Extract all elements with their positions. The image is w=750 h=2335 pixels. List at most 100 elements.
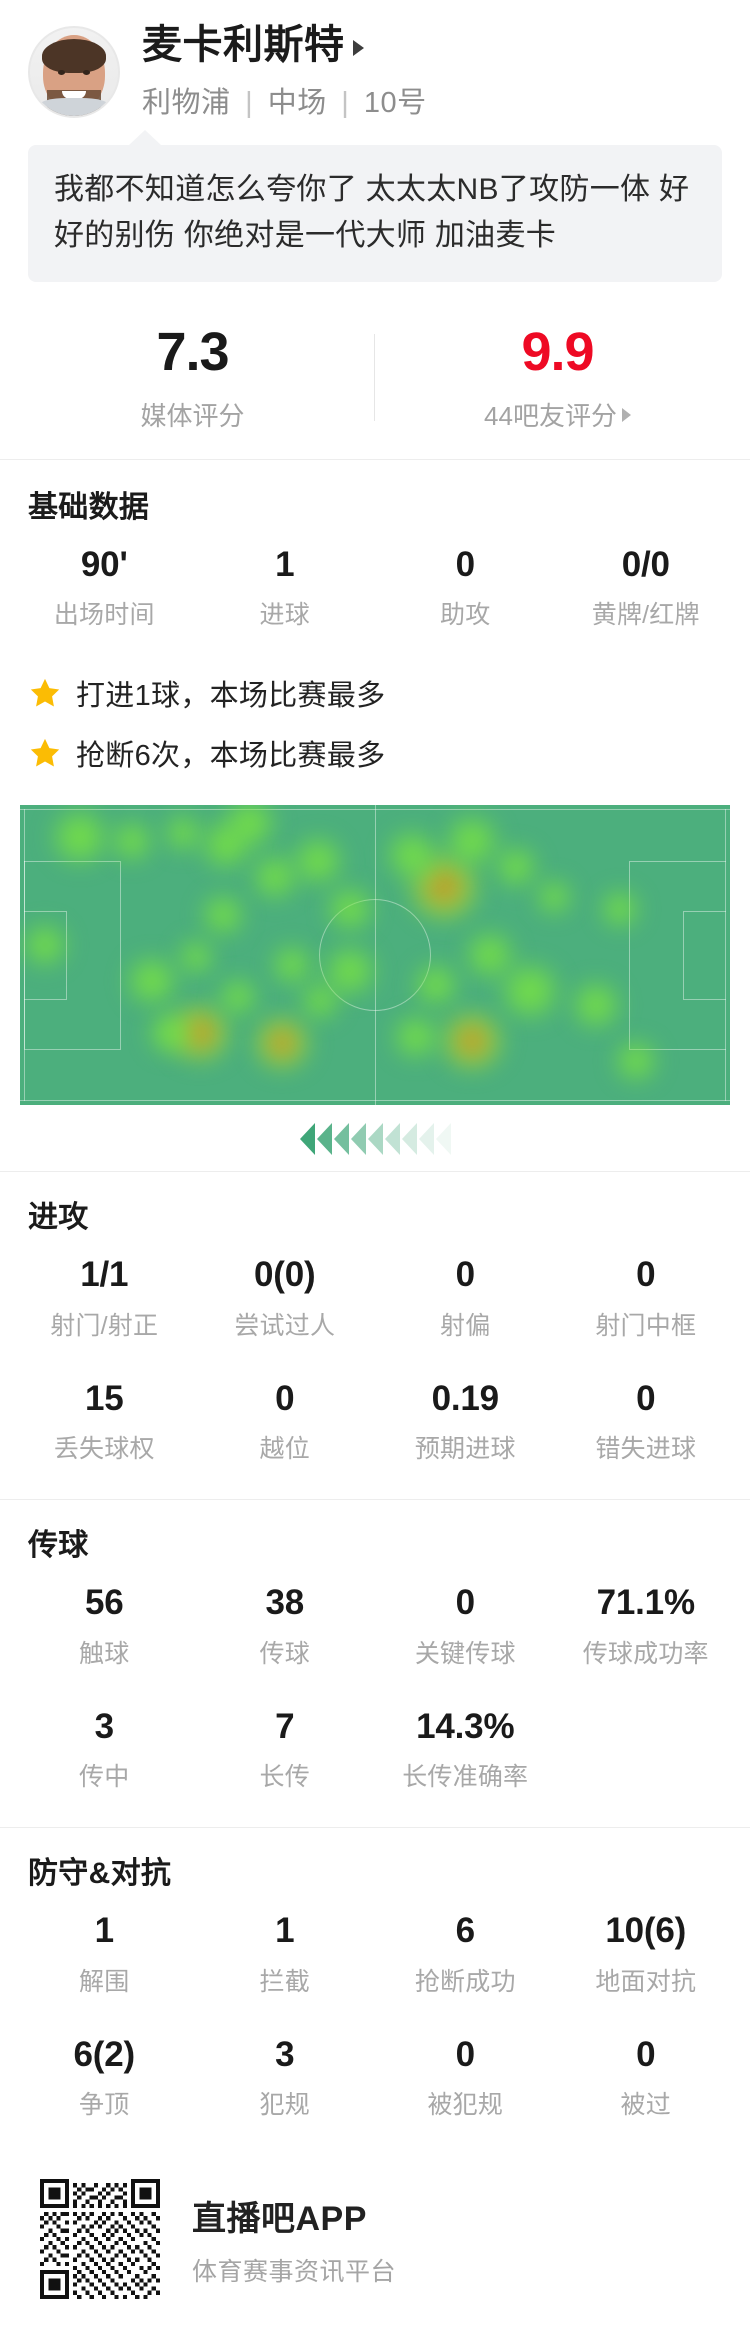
fan-rating-label: 44吧友评分 xyxy=(484,400,617,431)
pitch-heatmap[interactable] xyxy=(20,805,730,1106)
stat-name: 越位 xyxy=(259,1435,310,1464)
stat-cell: 0 被过 xyxy=(556,2016,737,2140)
touchline-bottom xyxy=(20,1100,730,1102)
stat-name: 长传准确率 xyxy=(402,1763,529,1792)
stat-cell: 6 抢断成功 xyxy=(375,1892,556,2016)
stat-value: 1 xyxy=(275,1911,295,1951)
goalline-right xyxy=(725,809,726,1102)
chevrons-left-icon xyxy=(435,1123,451,1156)
list-item: 抢断6次，本场比赛最多 xyxy=(28,723,722,783)
chevrons-left-icon xyxy=(401,1123,417,1156)
penalty-box-right-end xyxy=(629,861,630,1051)
stat-name: 被过 xyxy=(620,2091,671,2120)
avatar-eye-right xyxy=(83,69,90,75)
stat-cell: 0/0 黄牌/红牌 xyxy=(556,526,737,650)
media-rating: 7.3 媒体评分 xyxy=(10,318,375,442)
stat-name: 传球成功率 xyxy=(582,1639,709,1668)
stat-value: 15 xyxy=(84,1378,124,1418)
fan-rating-label-wrap[interactable]: 44吧友评分 xyxy=(484,396,631,433)
player-name-row[interactable]: 麦卡利斯特 xyxy=(142,22,427,69)
stat-cell: 71.1% 传球成功率 xyxy=(556,1564,737,1688)
stat-value: 0 xyxy=(455,544,475,584)
stat-value: 3 xyxy=(275,2034,295,2074)
chevrons-left-icon xyxy=(367,1123,383,1156)
stat-name: 预期进球 xyxy=(414,1435,516,1464)
stat-cell: 56 触球 xyxy=(14,1564,195,1688)
stat-name: 错失进球 xyxy=(595,1435,697,1464)
section-title-passing: 传球 xyxy=(28,1529,89,1563)
player-team: 利物浦 xyxy=(142,87,231,120)
list-item: 打进1球，本场比赛最多 xyxy=(28,663,722,723)
centre-circle xyxy=(319,899,431,1012)
qr-code-icon[interactable] xyxy=(40,2179,160,2300)
stat-cell: 90' 出场时间 xyxy=(14,526,195,650)
stat-cell: 0 越位 xyxy=(195,1360,376,1484)
star-icon xyxy=(30,678,60,707)
chevrons-left-icon xyxy=(316,1123,332,1156)
penalty-box-left-bottom xyxy=(24,1049,120,1051)
stat-value: 0(0) xyxy=(254,1255,316,1295)
stat-cell: 1 解围 xyxy=(14,1892,195,2016)
stat-value: 90' xyxy=(80,544,128,584)
section-title-defense: 防守&对抗 xyxy=(28,1857,172,1891)
stat-cell: 3 传中 xyxy=(14,1688,195,1812)
heatmap-overlay xyxy=(20,805,730,1105)
divider-basic xyxy=(0,458,750,460)
stat-name: 进球 xyxy=(259,601,310,630)
fan-rating[interactable]: 9.9 44吧友评分 xyxy=(375,318,740,442)
stat-value: 0 xyxy=(636,1378,656,1418)
chevrons-left-icon xyxy=(299,1123,315,1156)
penalty-box-right-top xyxy=(630,861,726,863)
stat-name: 射门中框 xyxy=(595,1311,697,1340)
stat-value: 1 xyxy=(94,1911,114,1951)
stat-value: 7 xyxy=(275,1706,295,1746)
avatar-mouth xyxy=(62,90,86,99)
stat-name: 被犯规 xyxy=(427,2091,504,2120)
chevrons-left-icon xyxy=(384,1123,400,1156)
comment-text: 我都不知道怎么夸你了 太太太NB了攻防一体 好好的别伤 你绝对是一代大师 加油麦… xyxy=(28,145,722,283)
divider-attack xyxy=(0,1171,750,1173)
stat-value: 0 xyxy=(636,2034,656,2074)
stat-name: 助攻 xyxy=(440,601,491,630)
avatar[interactable] xyxy=(28,25,120,118)
stat-cell: 0 被犯规 xyxy=(375,2016,556,2140)
divider-defense xyxy=(0,1827,750,1829)
six-yard-left-top xyxy=(24,911,66,913)
heatmap-section xyxy=(20,805,730,1156)
stat-value: 14.3% xyxy=(416,1706,515,1746)
passing-stat-grid: 56 触球 38 传球 0 关键传球 71.1% 传球成功率 3 传中 7 长传… xyxy=(0,1564,750,1811)
footer-text: 直播吧APP 体育赛事资讯平台 xyxy=(192,2191,396,2288)
stat-cell: 1 拦截 xyxy=(195,1892,376,2016)
comment-bubble-wrap: 我都不知道怎么夸你了 太太太NB了攻防一体 好好的别伤 你绝对是一代大师 加油麦… xyxy=(28,130,722,283)
defense-stat-grid: 1 解围 1 拦截 6 抢断成功 10(6) 地面对抗 6(2) 争顶 3 犯规… xyxy=(0,1892,750,2139)
player-identity: 麦卡利斯特 利物浦 | 中场 | 10号 xyxy=(142,22,427,121)
stat-name: 长传 xyxy=(259,1763,310,1792)
fan-rating-value: 9.9 xyxy=(521,322,594,383)
stat-cell: 0 射门中框 xyxy=(556,1236,737,1360)
stat-name: 解围 xyxy=(79,1967,130,1996)
penalty-box-left-end xyxy=(120,861,121,1051)
stat-value: 6 xyxy=(455,1911,475,1951)
stat-cell: 6(2) 争顶 xyxy=(14,2016,195,2140)
stat-cell: 10(6) 地面对抗 xyxy=(556,1892,737,2016)
stat-cell: 1 进球 xyxy=(195,526,376,650)
divider-passing xyxy=(0,1499,750,1501)
penalty-box-right-bottom xyxy=(630,1049,726,1051)
ratings-row: 7.3 媒体评分 9.9 44吧友评分 xyxy=(0,318,750,442)
direction-arrows xyxy=(20,1105,730,1156)
touchline-top xyxy=(20,809,730,811)
stat-value: 10(6) xyxy=(605,1911,687,1951)
six-yard-right-bottom xyxy=(684,999,726,1001)
app-name: 直播吧APP xyxy=(192,2199,367,2238)
chevron-right-icon xyxy=(621,408,631,423)
player-meta: 利物浦 | 中场 | 10号 xyxy=(142,79,427,121)
avatar-hair xyxy=(42,38,106,73)
chevron-right-icon xyxy=(352,39,364,56)
media-rating-label-wrap: 媒体评分 xyxy=(140,396,244,433)
comment-bubble-tail xyxy=(128,130,162,147)
basic-stat-grid: 90' 出场时间 1 进球 0 助攻 0/0 黄牌/红牌 xyxy=(0,526,750,650)
avatar-eye-left xyxy=(58,69,65,75)
player-name: 麦卡利斯特 xyxy=(142,23,345,67)
six-yard-left-bottom xyxy=(24,999,66,1001)
